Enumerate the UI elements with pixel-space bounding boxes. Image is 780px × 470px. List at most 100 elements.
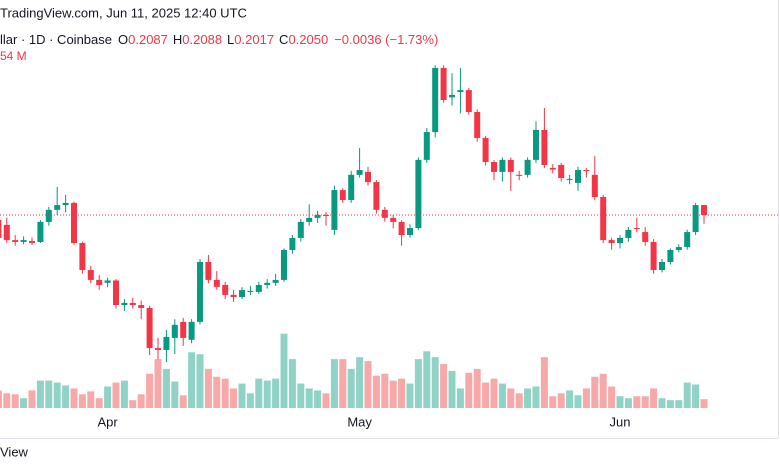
candle-body bbox=[583, 170, 590, 172]
volume-bar bbox=[246, 393, 254, 408]
volume-bar bbox=[3, 393, 11, 408]
candle-body bbox=[297, 221, 304, 238]
volume-bar bbox=[532, 386, 540, 408]
x-tick-label: Jun bbox=[610, 414, 631, 429]
candle-body bbox=[423, 132, 430, 160]
candle-body bbox=[440, 67, 447, 100]
candle-body bbox=[138, 305, 145, 308]
candle-body bbox=[71, 202, 77, 244]
volume-bar bbox=[20, 398, 28, 408]
volume-bar bbox=[683, 382, 691, 408]
candle-body bbox=[617, 237, 623, 244]
volume-bar bbox=[112, 382, 120, 408]
volume-bar bbox=[179, 395, 187, 408]
volume-bar bbox=[347, 368, 355, 408]
ohlc-value: 0.2017 bbox=[234, 32, 274, 47]
volume-bar bbox=[692, 384, 700, 408]
candle-body bbox=[54, 205, 61, 210]
volume-bar bbox=[641, 396, 649, 408]
candle-body bbox=[255, 284, 262, 292]
volume-bar bbox=[414, 359, 422, 408]
candle-body bbox=[356, 170, 363, 175]
volume-bar bbox=[448, 370, 456, 408]
candle-body bbox=[163, 336, 170, 350]
candle-body bbox=[701, 205, 707, 215]
candle-body bbox=[675, 247, 682, 250]
volume-bar bbox=[608, 386, 616, 408]
candle-body bbox=[365, 171, 371, 183]
volume-bar bbox=[524, 388, 532, 408]
candle-body bbox=[692, 205, 699, 233]
candle-body bbox=[575, 170, 581, 183]
volume-bar bbox=[0, 390, 2, 408]
candle-body bbox=[96, 279, 103, 285]
candle-body bbox=[37, 221, 44, 242]
change: −0.0036 (−1.73%) bbox=[334, 32, 438, 47]
volume-bar bbox=[700, 399, 708, 408]
volume-bar bbox=[129, 400, 137, 408]
volume-bar bbox=[431, 357, 439, 408]
volume-bar bbox=[70, 388, 78, 408]
volume-bar bbox=[95, 398, 103, 408]
candle-body bbox=[642, 232, 649, 242]
volume-bar bbox=[507, 388, 515, 408]
volume-bar bbox=[87, 391, 95, 408]
x-tick-label: May bbox=[347, 414, 372, 429]
candle-body bbox=[549, 167, 556, 170]
volume-bar bbox=[230, 388, 238, 408]
candle-body bbox=[12, 240, 19, 242]
candle-body bbox=[62, 202, 69, 206]
candle-body bbox=[45, 209, 52, 222]
volume-bar bbox=[238, 383, 246, 408]
symbol-legend: llar · 1D · Coinbase O0.2087 H0.2088 L0.201… bbox=[0, 32, 438, 47]
volume-bar bbox=[120, 380, 128, 408]
candle-body bbox=[608, 240, 615, 244]
candle-body bbox=[113, 280, 119, 306]
candle-body bbox=[222, 284, 229, 295]
volume-bar bbox=[263, 380, 271, 408]
volume-bar bbox=[423, 351, 431, 408]
candle-body bbox=[533, 129, 539, 160]
candle-body bbox=[180, 321, 187, 338]
candle-body bbox=[373, 182, 380, 210]
volume-bar bbox=[188, 352, 196, 408]
candle-pane bbox=[0, 65, 707, 362]
candle-body bbox=[0, 220, 2, 238]
footer: View bbox=[0, 444, 29, 459]
volume-label: 54 M bbox=[0, 49, 27, 63]
candle-body bbox=[524, 159, 531, 175]
candle-body bbox=[230, 294, 237, 298]
volume-bar bbox=[330, 359, 338, 408]
candle-body bbox=[104, 280, 111, 283]
candle-body bbox=[339, 190, 346, 200]
candle-body bbox=[591, 174, 598, 198]
candle-body bbox=[407, 228, 413, 235]
volume-bar bbox=[574, 395, 582, 408]
volume-bar bbox=[314, 390, 322, 408]
volume-bar bbox=[549, 396, 557, 408]
volume-bar bbox=[221, 378, 229, 408]
volume-bar bbox=[372, 375, 380, 408]
volume-bar bbox=[624, 398, 632, 408]
volume-bar bbox=[204, 368, 212, 408]
volume-bar bbox=[305, 388, 313, 408]
volume-bar bbox=[45, 380, 53, 408]
candle-body bbox=[667, 249, 674, 262]
volume-bar bbox=[540, 357, 548, 408]
candle-body bbox=[29, 241, 35, 244]
volume-bar bbox=[36, 380, 44, 408]
volume-bar bbox=[456, 388, 464, 408]
volume-bar bbox=[272, 378, 280, 408]
volume-bar bbox=[53, 382, 61, 408]
volume-bar bbox=[398, 378, 406, 408]
volume-bar bbox=[666, 400, 674, 408]
volume-bar bbox=[171, 381, 179, 408]
candle-body bbox=[205, 261, 212, 280]
candle-body bbox=[272, 279, 279, 283]
candle-body bbox=[474, 112, 481, 138]
volume-bar bbox=[364, 361, 372, 408]
candle-body bbox=[188, 321, 195, 340]
candle-body bbox=[633, 228, 640, 230]
volume-bar bbox=[255, 378, 263, 408]
volume-bar bbox=[162, 368, 170, 408]
